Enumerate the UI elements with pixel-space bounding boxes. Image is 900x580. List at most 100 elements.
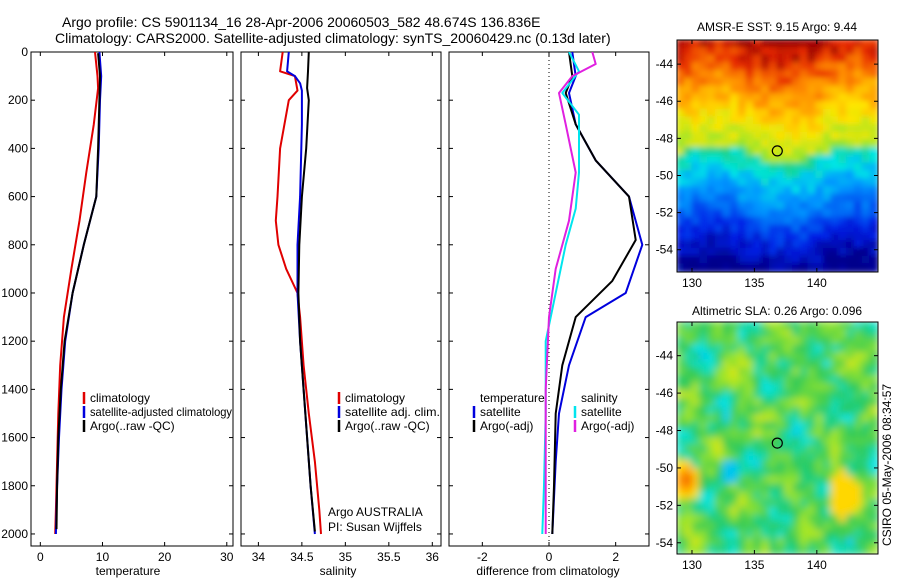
heatmap-cell — [869, 85, 878, 96]
heatmap-cell — [768, 139, 779, 150]
heatmap-cell — [699, 247, 709, 258]
heatmap-cell — [683, 406, 694, 416]
heatmap-cell — [807, 344, 818, 354]
heatmap-cell — [838, 54, 849, 65]
heatmap-cell — [677, 322, 686, 331]
heatmap-cell — [737, 40, 748, 49]
heatmap-cell — [822, 467, 833, 478]
heatmap-cell — [822, 131, 833, 142]
heatmap-cell — [714, 139, 725, 150]
heatmap-cell — [714, 155, 725, 165]
heatmap-cell — [830, 232, 841, 243]
heatmap-cell — [869, 413, 878, 424]
heatmap-cell — [706, 178, 717, 188]
heatmap-cell — [784, 421, 794, 432]
heatmap-cell — [761, 452, 771, 463]
heatmap-cell — [784, 529, 794, 540]
heatmap-cell — [776, 131, 787, 142]
heatmap-cell — [822, 178, 833, 188]
heatmap-cell — [869, 460, 878, 470]
heatmap-cell — [815, 170, 825, 181]
heatmap-cell — [761, 131, 771, 142]
heatmap-cell — [830, 147, 841, 157]
heatmap-cell — [846, 40, 856, 49]
heatmap-cell — [761, 162, 771, 173]
heatmap-cell — [677, 54, 686, 65]
heatmap-cell — [761, 328, 771, 339]
heatmap-cell — [677, 375, 686, 385]
heatmap-cell — [768, 124, 779, 134]
heatmap-cell — [699, 124, 709, 134]
heatmap-cell — [822, 100, 833, 111]
heatmap-cell — [699, 224, 709, 235]
heatmap-cell — [745, 240, 756, 250]
sst-map-title: AMSR-E SST: 9.15 Argo: 9.44 — [697, 20, 857, 34]
heatmap-cell — [677, 255, 686, 266]
heatmap-cell — [753, 62, 764, 72]
heatmap-cell — [861, 406, 872, 416]
heatmap-cell — [807, 147, 818, 157]
heatmap-cell — [714, 193, 725, 204]
heatmap-cell — [691, 344, 702, 354]
argo-position-marker-sla — [771, 437, 783, 449]
heatmap-cell — [714, 367, 725, 378]
heatmap-cell — [869, 139, 878, 150]
heatmap-cell — [846, 545, 856, 554]
heatmap-cell — [807, 406, 818, 416]
heatmap-cell — [815, 336, 825, 347]
heatmap-cell — [730, 40, 740, 49]
heatmap-cell — [815, 537, 825, 548]
heatmap-cell — [776, 498, 787, 509]
heatmap-cell — [830, 514, 841, 525]
heatmap-cell — [768, 475, 779, 486]
heatmap-cell — [745, 421, 756, 432]
heatmap-cell — [753, 185, 764, 196]
heatmap-cell — [706, 475, 717, 486]
heatmap-cell — [838, 162, 849, 173]
heatmap-cell — [768, 460, 779, 470]
heatmap-cell — [677, 124, 686, 134]
heatmap-cell — [761, 240, 771, 250]
sst-heatmap — [677, 40, 878, 272]
heatmap-cell — [753, 452, 764, 463]
heatmap-cell — [776, 406, 787, 416]
heatmap-cell — [730, 185, 740, 196]
heatmap-cell — [846, 139, 856, 150]
heatmap-cell — [677, 85, 686, 96]
heatmap-cell — [846, 375, 856, 385]
heatmap-cell — [745, 437, 756, 447]
heatmap-cell — [699, 139, 709, 150]
heatmap-cell — [706, 185, 717, 196]
heatmap-cell — [791, 116, 802, 127]
heatmap-cell — [815, 359, 825, 370]
heatmap-cell — [768, 483, 779, 494]
heatmap-cell — [699, 444, 709, 455]
heatmap-cell — [791, 344, 802, 354]
heatmap-cell — [768, 93, 779, 103]
heatmap-cell — [776, 545, 787, 554]
heatmap-cell — [677, 406, 686, 416]
heatmap-cell — [753, 375, 764, 385]
heatmap-cell — [830, 367, 841, 378]
heatmap-cell — [706, 162, 717, 173]
heatmap-cell — [722, 483, 733, 494]
heatmap-cell — [784, 460, 794, 470]
heatmap-cell — [737, 131, 748, 142]
heatmap-cell — [853, 545, 864, 554]
heatmap-cell — [683, 421, 694, 432]
map-y-tick-label: -48 — [656, 131, 674, 145]
heatmap-cell — [822, 406, 833, 416]
heatmap-cell — [799, 162, 810, 173]
heatmap-cell — [737, 452, 748, 463]
heatmap-cell — [799, 406, 810, 416]
heatmap-cell — [846, 522, 856, 532]
heatmap-cell — [683, 491, 694, 501]
heatmap-cell — [869, 247, 878, 258]
heatmap-cell — [815, 240, 825, 250]
heatmap-cell — [869, 491, 878, 501]
heatmap-cell — [768, 209, 779, 219]
heatmap-cell — [753, 382, 764, 393]
heatmap-cell — [807, 351, 818, 362]
heatmap-cell — [846, 193, 856, 204]
heatmap-cell — [730, 506, 740, 517]
